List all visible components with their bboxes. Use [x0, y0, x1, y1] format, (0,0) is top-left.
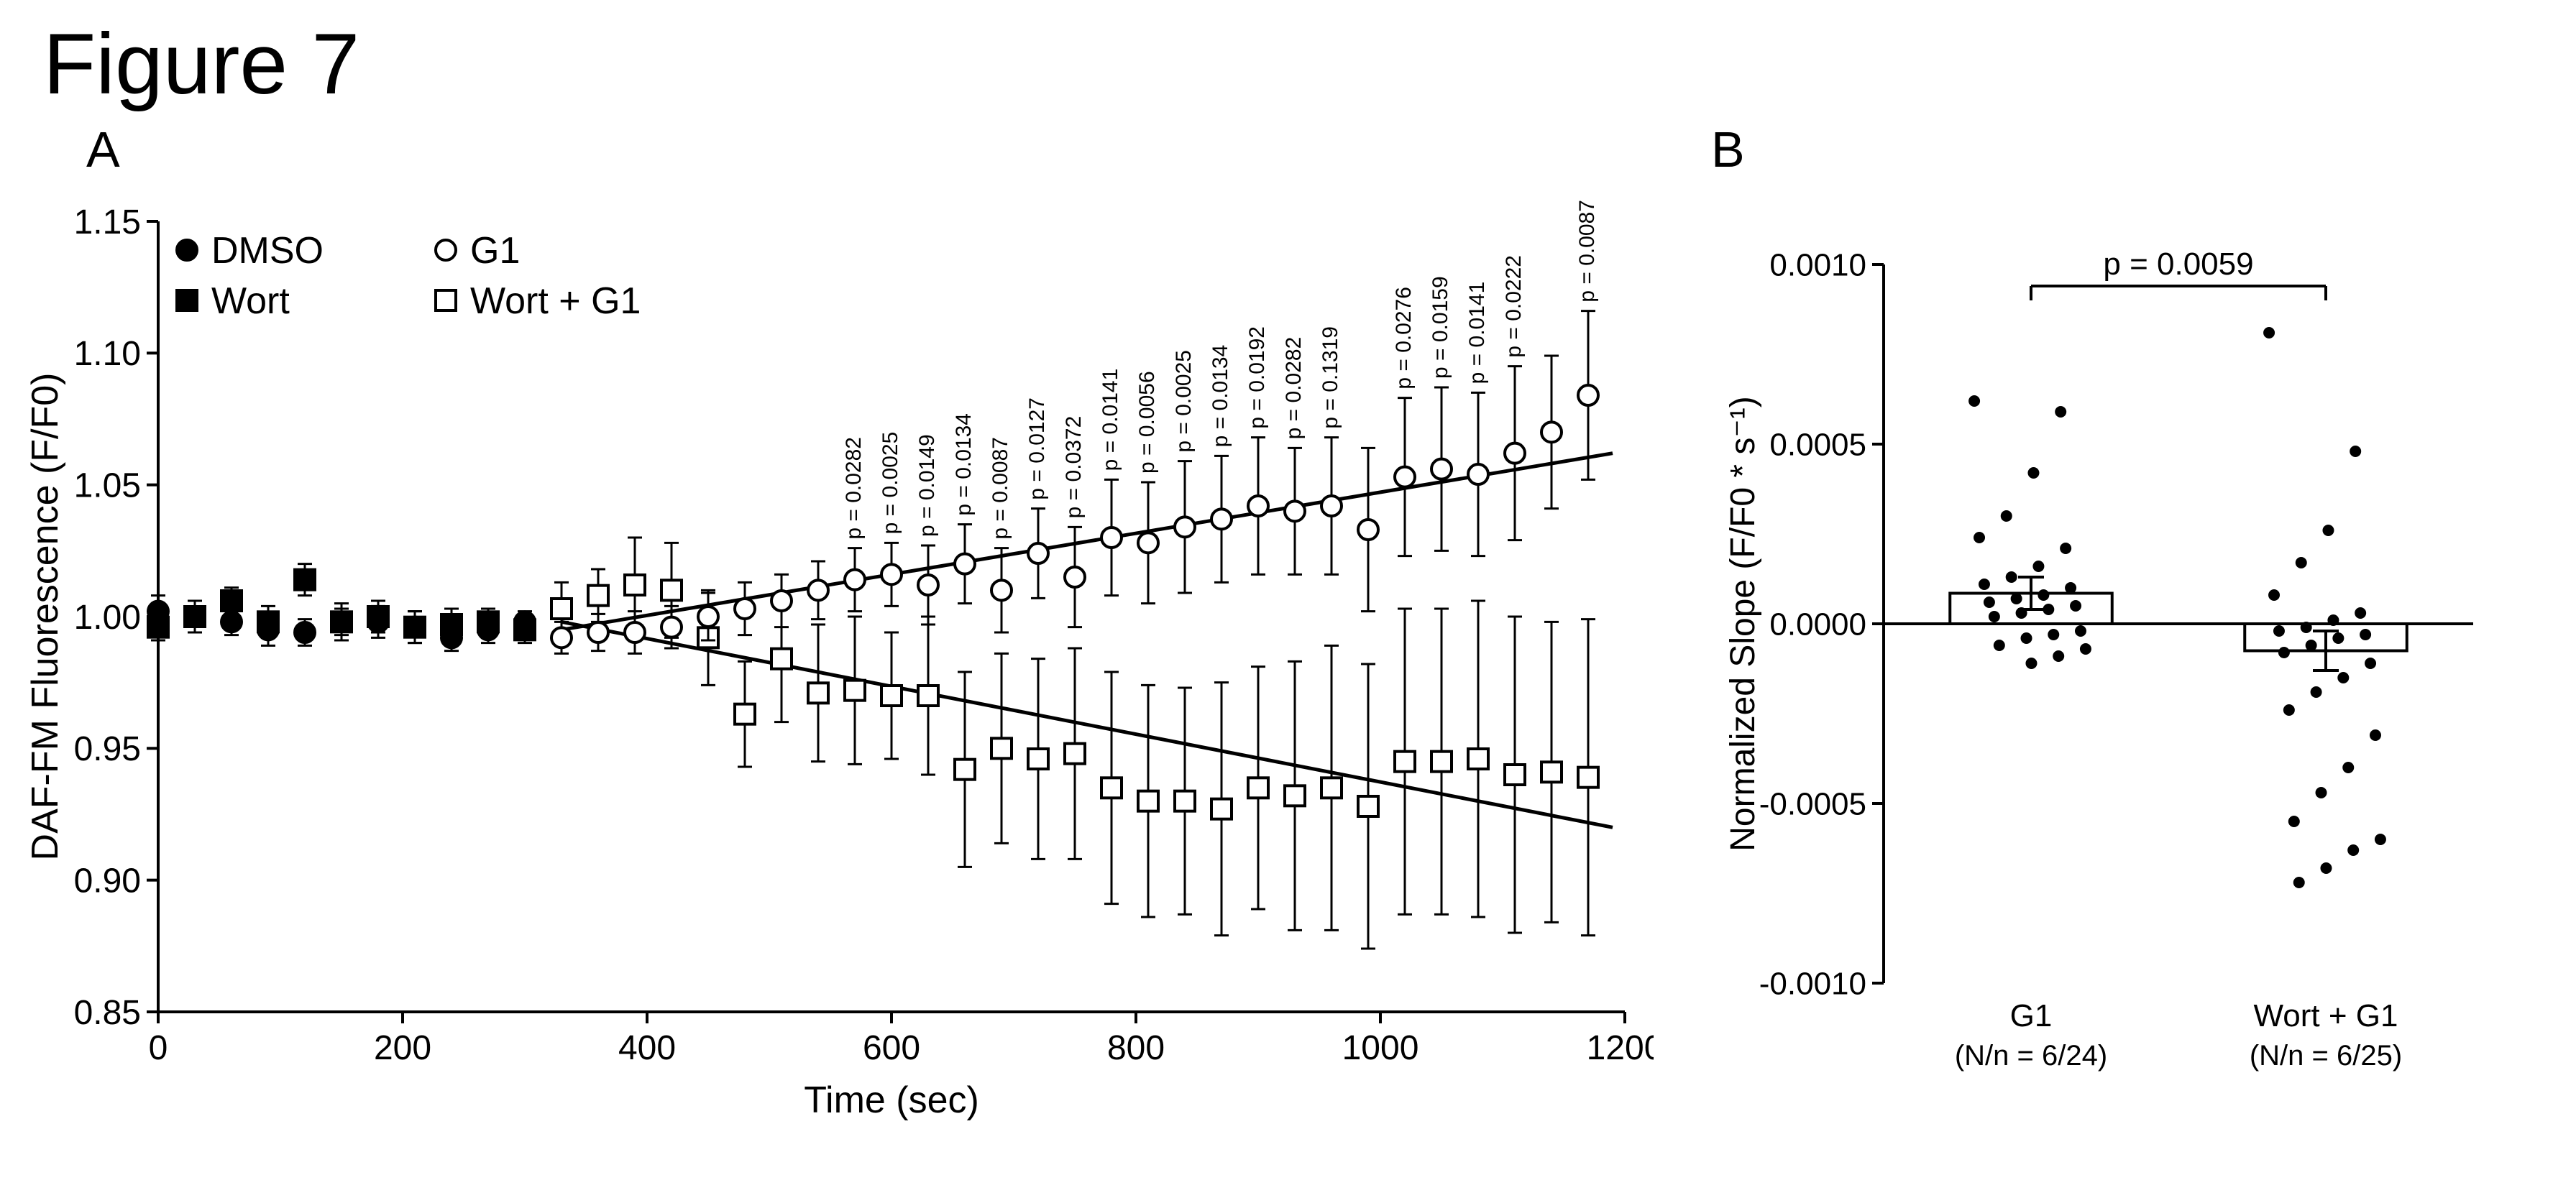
svg-text:1000: 1000 — [1342, 1029, 1419, 1067]
svg-text:(N/n = 6/25): (N/n = 6/25) — [2250, 1040, 2402, 1072]
svg-text:800: 800 — [1107, 1029, 1165, 1067]
svg-text:0.0005: 0.0005 — [1769, 427, 1866, 462]
svg-text:Normalized Slope (F/F0 * s⁻¹): Normalized Slope (F/F0 * s⁻¹) — [1724, 396, 1762, 852]
svg-text:0.90: 0.90 — [74, 862, 141, 900]
svg-text:p = 0.0059: p = 0.0059 — [2103, 246, 2253, 282]
svg-text:1.00: 1.00 — [74, 599, 141, 637]
svg-text:Wort + G1: Wort + G1 — [470, 280, 641, 322]
svg-text:p = 0.0025: p = 0.0025 — [879, 432, 902, 535]
svg-text:DAF-FM Fluorescence (F/F0): DAF-FM Fluorescence (F/F0) — [24, 373, 66, 861]
figure-title: Figure 7 — [43, 14, 2562, 114]
svg-text:p = 0.0222: p = 0.0222 — [1502, 255, 1526, 358]
svg-text:p = 0.0087: p = 0.0087 — [1575, 200, 1599, 303]
svg-text:p = 0.0141: p = 0.0141 — [1465, 282, 1489, 384]
svg-text:G1: G1 — [470, 230, 520, 272]
svg-text:1.05: 1.05 — [74, 466, 141, 504]
svg-text:p = 0.0192: p = 0.0192 — [1245, 326, 1269, 429]
svg-text:(N/n = 6/24): (N/n = 6/24) — [1955, 1040, 2107, 1072]
panel-b-label: B — [1711, 121, 2502, 178]
svg-text:Wort: Wort — [211, 280, 290, 322]
svg-text:-0.0005: -0.0005 — [1759, 786, 1866, 821]
svg-text:p = 0.0056: p = 0.0056 — [1135, 371, 1159, 474]
svg-text:p = 0.0282: p = 0.0282 — [842, 437, 866, 540]
svg-text:p = 0.0372: p = 0.0372 — [1062, 416, 1086, 519]
svg-text:DMSO: DMSO — [211, 230, 324, 272]
svg-text:400: 400 — [618, 1029, 676, 1067]
svg-text:p = 0.0141: p = 0.0141 — [1099, 369, 1122, 471]
svg-text:0.0000: 0.0000 — [1769, 607, 1866, 642]
panel-a-svg: 0.85 0.90 0.95 1.00 1.05 1.10 1.15 0 200 400 600 80… — [14, 178, 1654, 1141]
panel-b: B -0.0010 -0.0005 0.0000 0.0005 0.0010 Normal… — [1711, 121, 2502, 1141]
svg-text:0.0010: 0.0010 — [1769, 247, 1866, 282]
panels-row: A 0.85 0.90 0.95 1.00 1.05 1.10 1.15 0 200 400 600… — [14, 121, 2562, 1141]
panel-a-label: A — [86, 121, 1654, 178]
svg-text:200: 200 — [374, 1029, 431, 1067]
svg-text:Time (sec): Time (sec) — [804, 1079, 979, 1121]
svg-text:p = 0.0159: p = 0.0159 — [1429, 276, 1452, 379]
svg-text:p = 0.0127: p = 0.0127 — [1025, 397, 1049, 500]
panel-a: A 0.85 0.90 0.95 1.00 1.05 1.10 1.15 0 200 400 600… — [14, 121, 1654, 1141]
svg-text:1.15: 1.15 — [74, 203, 141, 241]
svg-text:p = 0.0282: p = 0.0282 — [1282, 337, 1306, 440]
figure-7: Figure 7 A 0.850.900.951.001.051.101.150… — [14, 14, 2562, 1184]
panel-b-chart: -0.0010 -0.0005 0.0000 0.0005 0.0010 Normaliz… — [1711, 178, 2502, 1141]
svg-text:p = 0.0276: p = 0.0276 — [1392, 287, 1416, 390]
svg-text:600: 600 — [863, 1029, 920, 1067]
panel-a-chart: 0.85 0.90 0.95 1.00 1.05 1.10 1.15 0 200 400 600 80… — [14, 178, 1654, 1141]
svg-text:-0.0010: -0.0010 — [1759, 966, 1866, 1001]
panel-b-svg: -0.0010 -0.0005 0.0000 0.0005 0.0010 Normaliz… — [1711, 178, 2502, 1141]
svg-text:0.95: 0.95 — [74, 730, 141, 768]
svg-text:p = 0.0087: p = 0.0087 — [989, 437, 1012, 540]
svg-text:0.85: 0.85 — [74, 994, 141, 1032]
svg-text:1.10: 1.10 — [74, 335, 141, 373]
svg-text:p = 0.0134: p = 0.0134 — [1209, 345, 1232, 448]
svg-text:p = 0.0134: p = 0.0134 — [952, 413, 976, 516]
svg-text:p = 0.1319: p = 0.1319 — [1319, 326, 1342, 429]
svg-text:0: 0 — [149, 1029, 168, 1067]
svg-text:p = 0.0149: p = 0.0149 — [915, 434, 939, 537]
svg-text:Wort + G1: Wort + G1 — [2254, 998, 2398, 1033]
svg-text:p = 0.0025: p = 0.0025 — [1172, 350, 1196, 453]
svg-text:1200: 1200 — [1587, 1029, 1654, 1067]
svg-text:G1: G1 — [2010, 998, 2053, 1033]
